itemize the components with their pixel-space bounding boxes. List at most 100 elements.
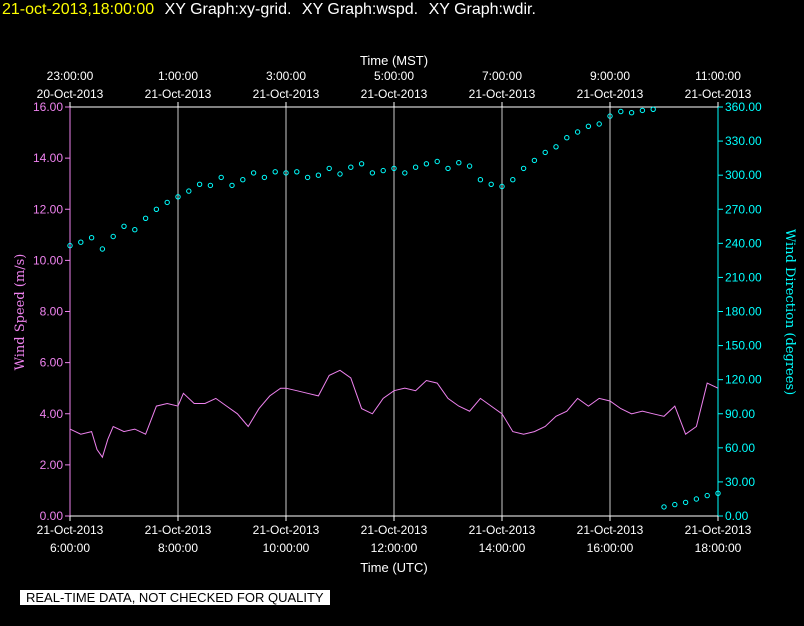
wind-direction-point [466,163,473,169]
wind-direction-point [358,161,365,167]
wind-direction-point [283,170,289,176]
wind-direction-point [250,170,257,176]
wind-direction-point [186,188,192,194]
bottom-tick-time: 18:00:00 [695,541,742,555]
top-tick-time: 11:00:00 [695,69,741,83]
wind-direction-point [488,181,494,188]
wind-direction-point [153,206,160,213]
wind-direction-point [607,113,613,119]
top-axis-title: Time (MST) [360,53,428,68]
left-tick-label: 6.00 [40,356,64,370]
bottom-tick-time: 12:00:00 [371,541,418,555]
right-tick-label: 90.00 [725,407,755,421]
wind-direction-point [639,107,646,114]
bottom-tick-time: 10:00:00 [263,541,310,555]
graph-name-wdir: XY Graph:wdir. [428,1,536,18]
wind-direction-point [121,223,127,230]
wind-direction-point [78,239,84,245]
bottom-tick-time: 16:00:00 [587,541,634,555]
bottom-tick-time: 6:00:00 [50,541,90,555]
wind-direction-point [672,501,678,508]
wind-direction-point [693,496,700,502]
wind-direction-point [294,169,300,175]
top-tick-time: 9:00:00 [590,69,630,83]
right-tick-label: 240.00 [725,236,762,250]
wind-direction-point [553,144,559,150]
top-tick-date: 21-Oct-2013 [685,87,752,101]
right-tick-label: 330.00 [725,134,762,148]
wind-speed-line [69,369,719,459]
wind-direction-point [596,121,602,127]
wind-direction-point [272,169,278,175]
wind-direction-point [218,174,224,181]
bottom-tick-date: 21-Oct-2013 [685,523,752,537]
wind-direction-point [326,165,332,172]
left-tick-label: 16.00 [33,100,63,114]
wind-direction-point [391,165,397,172]
wind-direction-point [542,149,548,156]
right-tick-label: 150.00 [725,339,762,353]
top-tick-time: 7:00:00 [482,69,522,83]
bottom-tick-date: 21-Oct-2013 [37,523,104,537]
bottom-tick-time: 14:00:00 [479,541,526,555]
wind-direction-point [585,123,592,130]
bottom-tick-date: 21-Oct-2013 [253,523,320,537]
tick-labels: 0.00 2.00 4.00 6.00 8.00 10.00 12.00 14.00 16.00… [33,69,762,555]
wind-direction-point [132,227,138,233]
bottom-tick-date: 21-Oct-2013 [145,523,212,537]
left-tick-label: 14.00 [33,151,63,165]
title-bar: 21-oct-2013,18:00:00 XY Graph:xy-grid. X… [2,1,536,19]
wind-direction-point [618,108,624,115]
wind-direction-point [434,158,440,165]
bottom-tick-date: 21-Oct-2013 [469,523,536,537]
left-tick-label: 8.00 [40,305,64,319]
bottom-tick-time: 8:00:00 [158,541,198,555]
wind-direction-point [412,164,419,170]
timestamp: 21-oct-2013,18:00:00 [2,1,155,18]
graph-name-grid: XY Graph:xy-grid. [164,1,292,18]
left-tick-label: 12.00 [33,202,63,216]
wind-direction-point [704,492,710,499]
grid-lines [177,107,611,516]
bottom-tick-date: 21-Oct-2013 [577,523,644,537]
wind-direction-point [207,182,214,189]
wind-direction-point [402,170,408,176]
wind-direction-point [628,110,635,116]
right-tick-label: 0.00 [725,509,749,523]
top-tick-date: 20-Oct-2013 [37,87,104,101]
wind-direction-point [304,174,311,181]
wind-direction-point [67,242,73,249]
wind-direction-point [88,235,95,241]
right-tick-label: 120.00 [725,373,762,387]
left-tick-label: 0.00 [40,509,64,523]
wind-direction-point [315,172,322,178]
top-tick-time: 23:00:00 [47,69,94,83]
wind-direction-point [661,504,667,510]
top-tick-date: 21-Oct-2013 [469,87,536,101]
wind-direction-point [348,164,354,170]
wind-direction-point [682,499,689,506]
wind-direction-point [477,177,484,183]
wind-direction-point [110,233,116,240]
wind-direction-point [574,129,581,135]
wind-direction-point [261,174,268,181]
left-axis-title: Wind Speed (m/s) [13,254,28,371]
wind-direction-point [456,160,462,166]
wind-direction-point [164,199,170,206]
top-tick-time: 1:00:00 [158,69,198,83]
wind-direction-point [499,183,505,190]
left-tick-label: 2.00 [40,458,64,472]
wind-direction-point [369,170,376,176]
wind-direction-point [423,161,430,167]
left-tick-label: 10.00 [33,253,63,267]
top-tick-date: 21-Oct-2013 [361,87,428,101]
bottom-tick-date: 21-Oct-2013 [361,523,428,537]
top-tick-date: 21-Oct-2013 [253,87,320,101]
wind-direction-point [520,165,527,172]
top-tick-time: 3:00:00 [266,69,306,83]
graph-name-wspd: XY Graph:wspd. [301,1,419,18]
wind-direction-point [510,177,516,183]
right-tick-label: 180.00 [725,305,762,319]
wind-direction-point [240,177,246,183]
